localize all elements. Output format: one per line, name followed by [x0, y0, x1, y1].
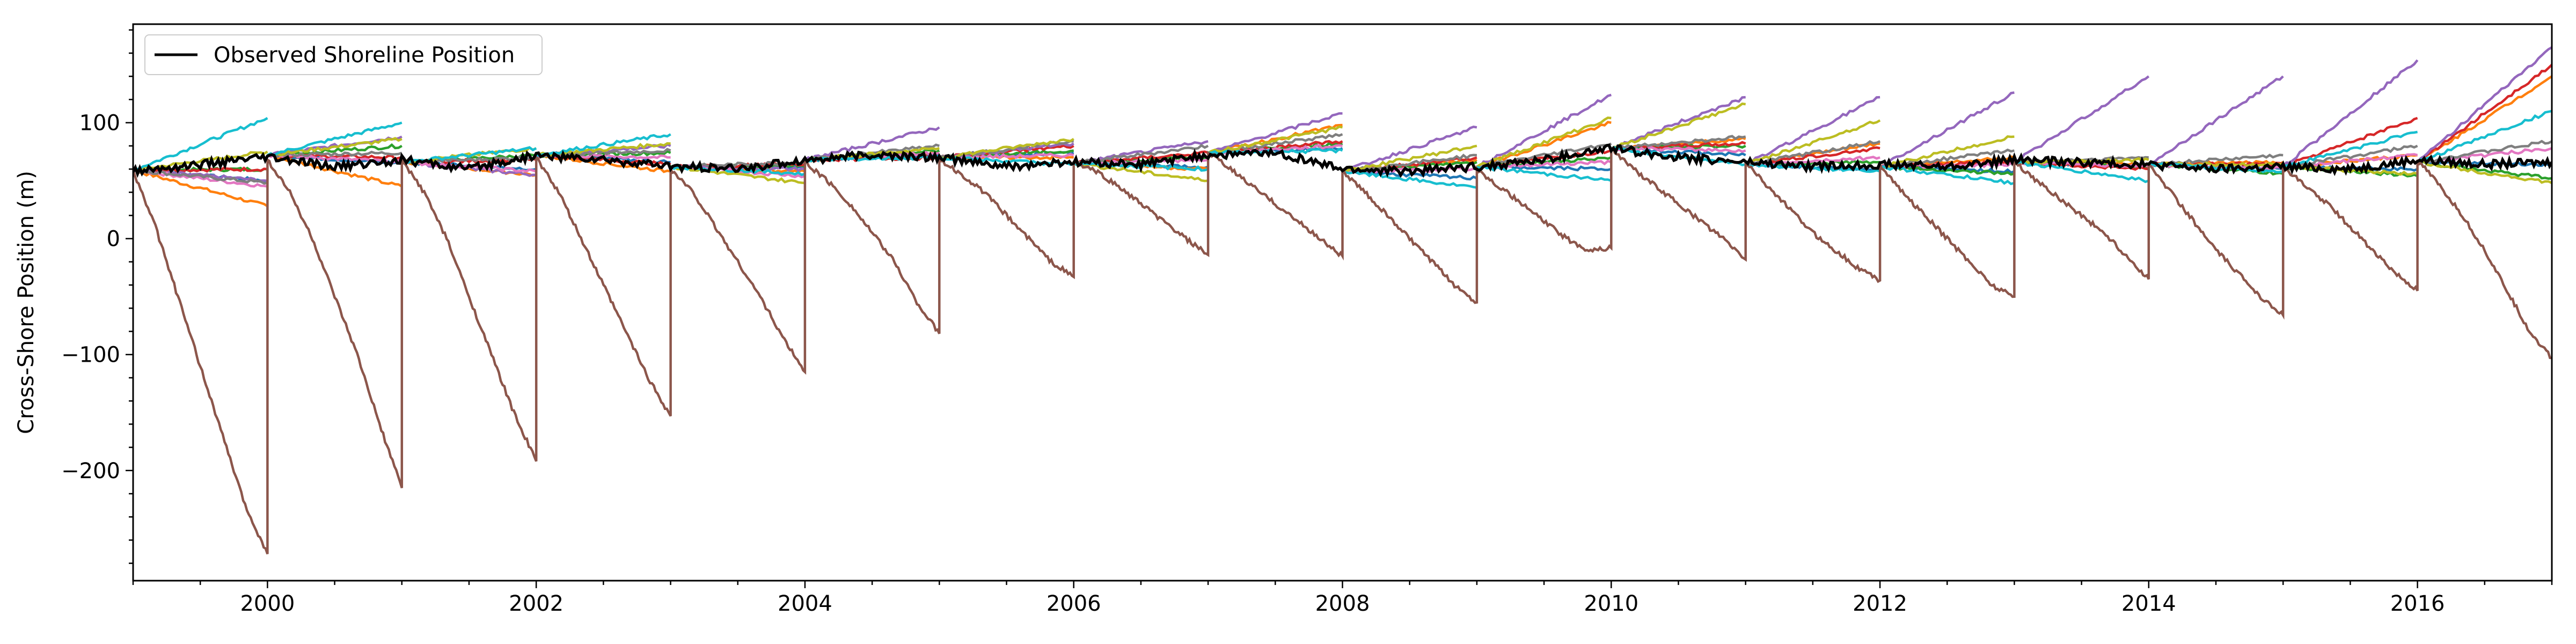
forecast-line — [1208, 112, 1343, 155]
observed-shoreline-line — [133, 143, 2552, 178]
forecast-line — [2417, 109, 2552, 163]
forecast-line — [133, 169, 268, 208]
forecast-line — [536, 133, 671, 157]
forecast-line — [2014, 75, 2150, 164]
forecast-line — [2416, 46, 2552, 163]
legend-label-observed: Observed Shoreline Position — [214, 43, 515, 68]
forecast-line — [939, 137, 1074, 160]
forecast-line — [804, 126, 940, 161]
forecast-line — [2417, 63, 2552, 164]
forecast-line — [1208, 125, 1343, 154]
legend-box — [144, 34, 543, 75]
forecast-line — [1611, 102, 1746, 150]
forecast-line — [2014, 160, 2149, 184]
forecast-line — [1476, 142, 1612, 169]
x-tick-label: 2010 — [1584, 591, 1638, 616]
forecast-line — [133, 117, 268, 172]
y-tick-label: 0 — [107, 227, 120, 252]
forecast-line — [133, 167, 268, 185]
forecast-line — [1476, 93, 1612, 168]
forecast-line — [939, 152, 1074, 160]
y-axis-title: Cross-Shore Position (m) — [14, 171, 39, 434]
x-tick-label: 2004 — [778, 591, 832, 616]
forecast-line — [1342, 125, 1477, 173]
forecast-line — [1611, 96, 1746, 150]
y-tick-label: −200 — [61, 459, 120, 484]
forecast-line — [2148, 75, 2284, 166]
legend: Observed Shoreline Position — [144, 34, 543, 75]
forecast-line — [1879, 91, 2015, 168]
forecast-line — [1342, 170, 1477, 189]
forecast-line — [1880, 165, 2015, 186]
x-tick-label: 2016 — [2390, 591, 2445, 616]
forecast-line — [1745, 140, 1881, 167]
x-tick-label: 2014 — [2121, 591, 2176, 616]
x-tick-label: 2006 — [1046, 591, 1101, 616]
forecast-line — [1476, 164, 1612, 182]
forecast-line — [2282, 116, 2418, 168]
forecast-line — [1745, 119, 1881, 166]
x-tick-label: 2012 — [1853, 591, 1907, 616]
plot-area — [133, 46, 2552, 555]
y-axis: 100 0 −100 −200 — [61, 29, 133, 564]
forecast-line — [670, 165, 806, 185]
forecast-line-brown — [133, 147, 2552, 555]
forecast-line — [1476, 121, 1612, 168]
forecast-line — [1745, 96, 1880, 166]
x-tick-label: 2008 — [1315, 591, 1370, 616]
y-tick-label: −100 — [61, 343, 120, 368]
x-axis: 2000 2002 2004 2006 2008 2010 2012 2014 2016 — [132, 581, 2553, 616]
forecast-line — [1879, 135, 2015, 169]
forecast-line — [2417, 160, 2552, 185]
y-tick-label: 100 — [79, 111, 120, 136]
forecast-line — [2282, 59, 2419, 168]
forecast-line — [1476, 116, 1612, 168]
x-tick-label: 2002 — [509, 591, 564, 616]
forecast-line — [267, 137, 402, 157]
x-tick-label: 2000 — [240, 591, 295, 616]
forecast-line — [267, 153, 402, 165]
forecast-line — [1342, 144, 1477, 173]
forecast-line — [267, 121, 402, 157]
forecast-line — [2014, 157, 2149, 165]
plot-frame — [132, 23, 2553, 582]
